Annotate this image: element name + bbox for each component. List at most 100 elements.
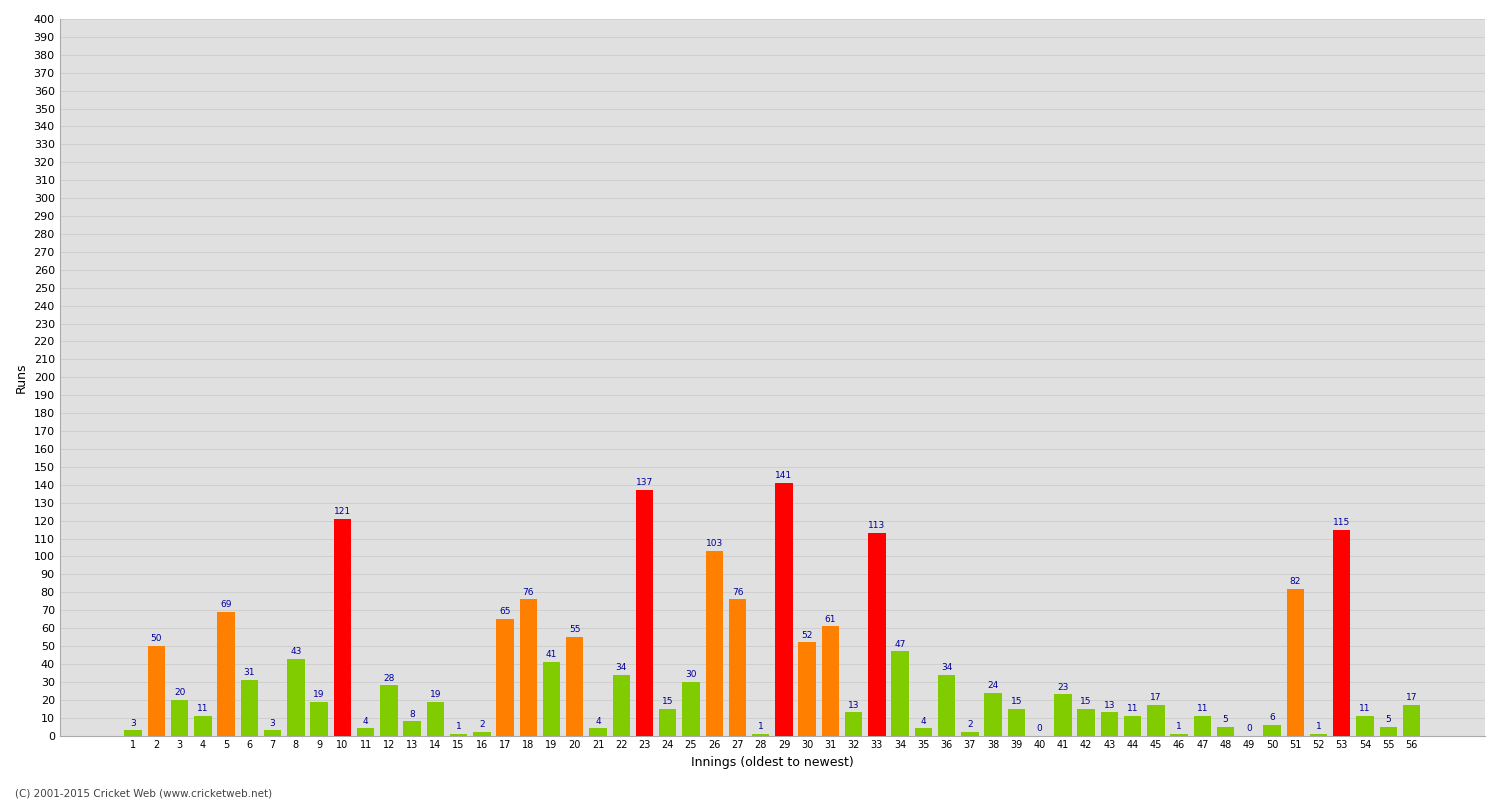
Bar [264,730,282,735]
Bar [636,490,652,735]
Text: 15: 15 [1080,697,1092,706]
Text: 34: 34 [940,663,952,672]
Bar [776,483,792,735]
Bar [357,729,375,735]
Bar [404,722,422,735]
Bar [1194,716,1210,735]
Text: 19: 19 [314,690,326,699]
Text: 113: 113 [868,522,885,530]
Text: 13: 13 [1104,701,1114,710]
Text: 1: 1 [1176,722,1182,731]
Bar [962,732,978,735]
Text: 1: 1 [758,722,764,731]
Bar [1170,734,1188,735]
Text: 8: 8 [410,710,416,718]
Bar [217,612,236,735]
Text: 2: 2 [478,720,484,730]
Bar [590,729,606,735]
Text: 30: 30 [686,670,696,679]
Text: 4: 4 [596,717,602,726]
Bar [752,734,770,735]
Text: 11: 11 [1126,704,1138,713]
Text: 76: 76 [732,588,742,597]
Bar [566,637,584,735]
Bar [682,682,699,735]
Text: 76: 76 [522,588,534,597]
Text: 137: 137 [636,478,652,487]
Bar [938,674,956,735]
Bar [729,599,746,735]
Bar [1216,726,1234,735]
Bar [915,729,932,735]
Text: 4: 4 [921,717,926,726]
Bar [891,651,909,735]
Text: 13: 13 [847,701,859,710]
Text: 23: 23 [1058,682,1068,692]
Text: 34: 34 [615,663,627,672]
Text: 141: 141 [776,471,792,480]
Text: 6: 6 [1269,713,1275,722]
Y-axis label: Runs: Runs [15,362,28,393]
Text: 0: 0 [1246,724,1251,733]
Text: 5: 5 [1222,715,1228,724]
Bar [1101,712,1118,735]
Bar [496,619,514,735]
Bar [472,732,490,735]
Text: 3: 3 [130,718,136,727]
Text: 11: 11 [196,704,208,713]
Text: 43: 43 [290,647,302,656]
Bar [333,519,351,735]
Bar [1334,530,1350,735]
Bar [1380,726,1396,735]
Text: 61: 61 [825,614,836,624]
Text: 69: 69 [220,600,232,610]
Bar [380,686,398,735]
Text: 41: 41 [546,650,556,659]
Bar [658,709,676,735]
Text: 15: 15 [662,697,674,706]
Text: 28: 28 [382,674,394,682]
Bar [798,642,816,735]
Text: 17: 17 [1150,694,1161,702]
Bar [612,674,630,735]
Bar [705,551,723,735]
Text: 4: 4 [363,717,369,726]
Bar [1008,709,1025,735]
Bar [1402,705,1420,735]
Text: 55: 55 [568,626,580,634]
Text: 15: 15 [1011,697,1022,706]
Bar [822,626,839,735]
Text: 20: 20 [174,688,186,697]
Text: 19: 19 [429,690,441,699]
Text: 65: 65 [500,607,512,617]
Bar [147,646,165,735]
Bar [1356,716,1374,735]
Bar [543,662,560,735]
Text: 5: 5 [1386,715,1390,724]
Bar [844,712,862,735]
Bar [1287,589,1304,735]
Text: 1: 1 [1316,722,1322,731]
Bar [450,734,468,735]
Text: 103: 103 [705,539,723,548]
Text: 47: 47 [894,640,906,649]
Text: 3: 3 [270,718,276,727]
Text: 121: 121 [334,507,351,516]
Bar [310,702,328,735]
Text: 82: 82 [1290,577,1300,586]
Text: 2: 2 [968,720,972,730]
Bar [124,730,142,735]
Bar [286,658,304,735]
Text: 52: 52 [801,630,813,640]
Text: 11: 11 [1197,704,1208,713]
Bar [868,533,885,735]
Text: 24: 24 [987,681,999,690]
Bar [1310,734,1328,735]
Text: 17: 17 [1406,694,1417,702]
Text: 31: 31 [243,668,255,678]
Text: 11: 11 [1359,704,1371,713]
Text: 50: 50 [150,634,162,643]
Text: (C) 2001-2015 Cricket Web (www.cricketweb.net): (C) 2001-2015 Cricket Web (www.cricketwe… [15,788,272,798]
Bar [519,599,537,735]
Bar [194,716,211,735]
